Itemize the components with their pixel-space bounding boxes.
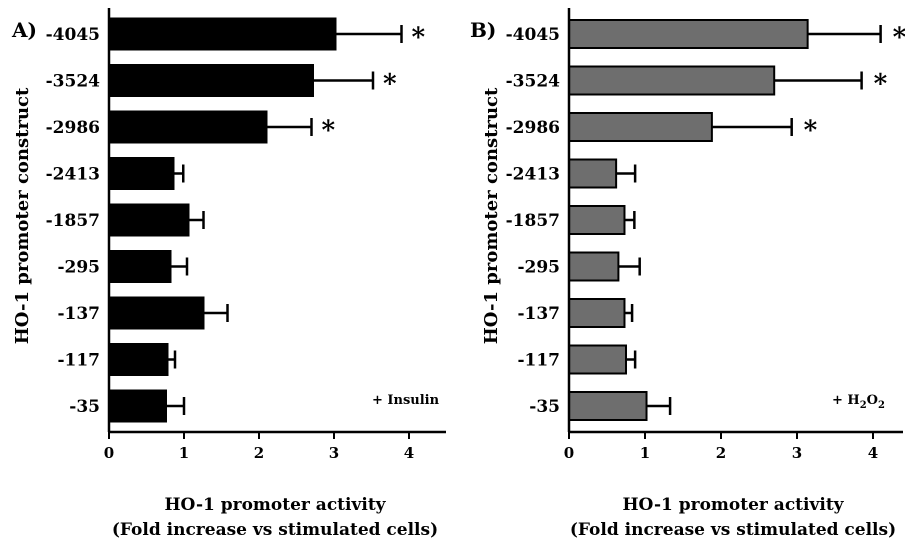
panel-b-bar xyxy=(568,158,618,189)
panel-b-x-tick-label: 3 xyxy=(792,444,802,462)
panel-a-category-label: -295 xyxy=(57,258,100,278)
panel-a-y-axis-label: HO-1 promoter construct xyxy=(12,87,33,344)
panel-a-bar xyxy=(108,157,175,190)
panel-b-bar xyxy=(568,112,713,142)
panel-a-bars: * * * xyxy=(108,17,426,423)
panel-a-annotation: + Insulin xyxy=(372,393,440,408)
panel-a-x-axis-label-line1: HO-1 promoter activity xyxy=(164,495,386,515)
panel-a-category-label: -137 xyxy=(57,304,100,324)
panel-a-category-label: -117 xyxy=(57,351,100,371)
panel-a-category-label: -35 xyxy=(69,397,100,417)
panel-b-category-label: -295 xyxy=(517,258,560,278)
panel-b-bar xyxy=(568,65,776,96)
panel-b-category-label: -137 xyxy=(517,304,560,324)
panel-a-category-label: -2413 xyxy=(46,165,100,185)
panel-b-bar xyxy=(568,251,620,282)
panel-a-category-label: -1857 xyxy=(46,211,100,231)
panel-b-category-label: -35 xyxy=(529,397,560,417)
panel-a-x-tick-label: 2 xyxy=(254,444,264,462)
panel-b-x-ticks: 0 1 2 3 4 xyxy=(564,432,878,462)
panel-b-annotation: + H2O2 xyxy=(832,393,885,411)
panel-b-x-tick-label: 4 xyxy=(868,444,878,462)
panel-b-x-tick-label: 1 xyxy=(640,444,650,462)
panel-b-label: B) xyxy=(470,18,496,42)
panel-b-significance-star: * xyxy=(874,70,888,100)
panel-a-x-ticks: 0 1 2 3 4 xyxy=(104,432,414,462)
panel-b-x-tick-label: 2 xyxy=(716,444,726,462)
panel-a-bar xyxy=(108,389,167,423)
panel-b-x-tick-label: 0 xyxy=(564,444,574,462)
panel-b-significance-star: * xyxy=(804,116,818,146)
panel-a-category-label: -4045 xyxy=(46,25,100,45)
panel-a-category-label: -2986 xyxy=(46,118,100,138)
panel-a-significance-star: * xyxy=(412,23,426,53)
panel-b-annotation-main: + H xyxy=(832,393,860,408)
panel-b-bar xyxy=(568,205,626,235)
panel-a-x-tick-label: 4 xyxy=(404,444,414,462)
panel-b-bar xyxy=(568,19,809,49)
panel-a-significance-star: * xyxy=(383,70,397,100)
panel-b-significance-star: * xyxy=(893,23,905,53)
panel-a-x-axis-label-line2: (Fold increase vs stimulated cells) xyxy=(112,520,438,540)
panel-a-bar xyxy=(108,203,190,237)
panel-a-bar xyxy=(108,296,205,330)
panel-b-category-label: -117 xyxy=(517,351,560,371)
panel-b-x-axis-label-line1: HO-1 promoter activity xyxy=(622,495,844,515)
panel-a-bar xyxy=(108,110,268,144)
panel-b-annotation-sub1: 2 xyxy=(860,400,867,411)
panel-a-x-tick-label: 1 xyxy=(179,444,189,462)
panel-a-x-tick-label: 3 xyxy=(329,444,339,462)
panel-b-bar xyxy=(568,391,648,421)
panel-a-significance-star: * xyxy=(322,116,336,146)
panel-a-label: A) xyxy=(11,18,37,42)
panel-b-x-axis-label-line2: (Fold increase vs stimulated cells) xyxy=(570,520,896,540)
panel-a-bar xyxy=(108,64,314,97)
panel-a-bar xyxy=(108,17,337,51)
panel-a-x-tick-label: 0 xyxy=(104,444,114,462)
panel-a-category-label: -3524 xyxy=(46,72,101,92)
panel-b-category-label: -2986 xyxy=(506,118,560,138)
panel-b-category-label: -3524 xyxy=(506,72,561,92)
panel-b-bar xyxy=(568,298,626,328)
panel-a-bar xyxy=(108,250,172,283)
panel-a: A) HO-1 promoter construct * * * 0 1 2 3 4 + I… xyxy=(11,8,446,540)
panel-b-category-label: -1857 xyxy=(506,211,560,231)
panel-b-category-label: -2413 xyxy=(506,165,560,185)
panel-b-annotation-sub2: 2 xyxy=(878,400,885,411)
panel-b-y-axis-label: HO-1 promoter construct xyxy=(481,87,502,344)
panel-b-category-label: -4045 xyxy=(506,25,560,45)
panel-b-annotation-mid: O xyxy=(867,393,878,408)
panel-b-bar xyxy=(568,344,627,375)
panel-a-bar xyxy=(108,343,169,376)
panel-b-bars: *** xyxy=(568,19,905,421)
